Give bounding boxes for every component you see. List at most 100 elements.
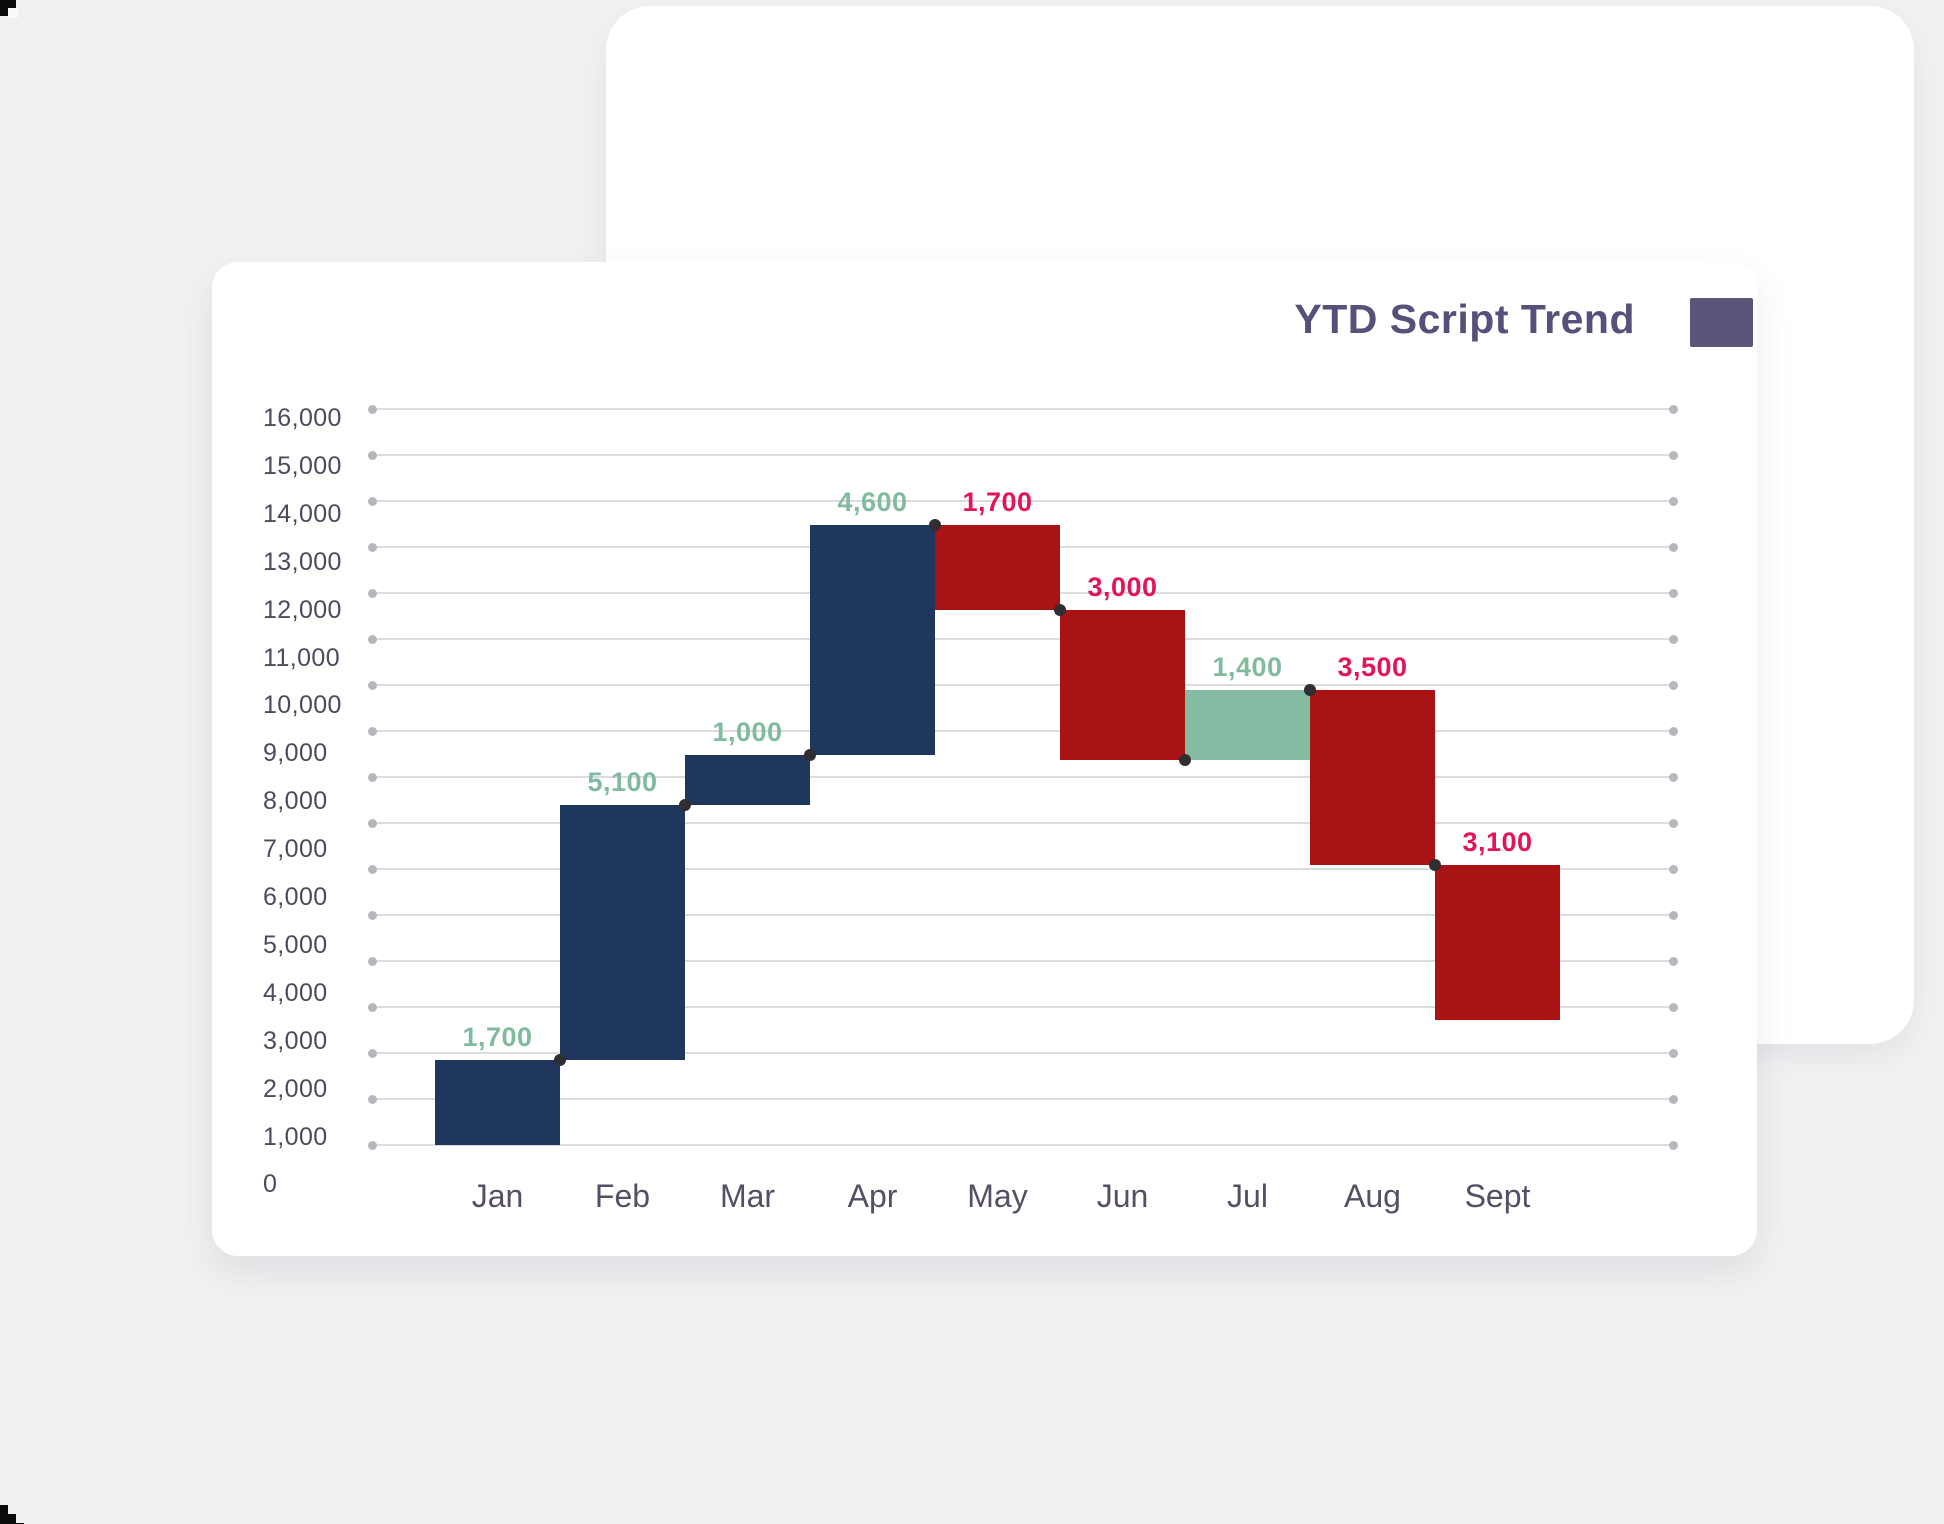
gridline bbox=[372, 454, 1673, 456]
gridline bbox=[372, 730, 1673, 732]
bar-value-label: 1,700 bbox=[962, 487, 1033, 517]
gridline-right-dot bbox=[1668, 818, 1678, 828]
x-axis-label-jun: Jun bbox=[1096, 1178, 1149, 1214]
connector-dot bbox=[929, 519, 941, 531]
y-axis-tick-label: 13,000 bbox=[263, 547, 342, 576]
gridline bbox=[372, 1052, 1673, 1054]
y-axis-tick-label: 11,000 bbox=[263, 643, 341, 672]
gridline-right-dot bbox=[1668, 588, 1678, 598]
gridline-left-dot bbox=[367, 404, 377, 414]
gridline-left-dot bbox=[367, 910, 377, 920]
bar-value-label: 3,500 bbox=[1337, 652, 1408, 682]
y-axis-tick-label: 5,000 bbox=[263, 930, 328, 959]
chart-title: YTD Script Trend bbox=[1294, 296, 1635, 342]
gridline bbox=[372, 868, 1673, 870]
connector-dot bbox=[804, 749, 816, 761]
gridline-right-dot bbox=[1668, 772, 1678, 782]
connector-dot bbox=[679, 799, 691, 811]
gridline-left-dot bbox=[367, 1094, 377, 1104]
gridline-right-dot bbox=[1668, 450, 1678, 460]
gridline bbox=[372, 960, 1673, 962]
gridline-right-dot bbox=[1668, 404, 1678, 414]
gridline-right-dot bbox=[1668, 864, 1678, 874]
gridline bbox=[372, 638, 1673, 640]
gridline-right-dot bbox=[1668, 910, 1678, 920]
y-axis-tick-label: 16,000 bbox=[263, 404, 342, 432]
connector-dot bbox=[1304, 684, 1316, 696]
waterfall-bar-aug bbox=[1310, 690, 1435, 865]
gridline bbox=[372, 914, 1673, 916]
bar-value-label: 4,600 bbox=[837, 487, 908, 517]
gridline bbox=[372, 408, 1673, 410]
gridline-right-dot bbox=[1668, 1048, 1678, 1058]
waterfall-bar-jan bbox=[435, 1060, 560, 1145]
gridline bbox=[372, 684, 1673, 686]
bar-value-label: 1,000 bbox=[712, 717, 783, 747]
gridline-right-dot bbox=[1668, 1140, 1678, 1150]
connector-dot bbox=[1179, 754, 1191, 766]
waterfall-bar-jul bbox=[1185, 690, 1310, 760]
gridline-left-dot bbox=[367, 726, 377, 736]
waterfall-bar-jun bbox=[1060, 610, 1185, 760]
gridline bbox=[372, 1098, 1673, 1100]
bar-value-label: 1,400 bbox=[1212, 652, 1283, 682]
waterfall-bar-apr bbox=[810, 525, 935, 755]
gridline-left-dot bbox=[367, 680, 377, 690]
gridline-right-dot bbox=[1668, 956, 1678, 966]
x-axis-label-mar: Mar bbox=[719, 1178, 776, 1214]
x-axis-label-jan: Jan bbox=[471, 1178, 524, 1214]
gridline-right-dot bbox=[1668, 634, 1678, 644]
gridline-right-dot bbox=[1668, 726, 1678, 736]
y-axis-tick-label: 4,000 bbox=[263, 978, 328, 1007]
connector-dot bbox=[1429, 859, 1441, 871]
gridline-right-dot bbox=[1668, 542, 1678, 552]
bar-value-label: 3,000 bbox=[1087, 572, 1158, 602]
y-axis-tick-label: 10,000 bbox=[263, 691, 342, 720]
x-axis-label-feb: Feb bbox=[594, 1178, 651, 1214]
waterfall-bar-mar bbox=[685, 755, 810, 805]
gridline-left-dot bbox=[367, 634, 377, 644]
gridline-left-dot bbox=[367, 864, 377, 874]
y-axis-tick-label: 1,000 bbox=[263, 1122, 328, 1151]
y-axis-tick-label: 6,000 bbox=[263, 883, 328, 911]
waterfall-bar-feb bbox=[560, 805, 685, 1060]
x-axis-label-aug: Aug bbox=[1344, 1178, 1401, 1214]
gridline-right-dot bbox=[1668, 496, 1678, 506]
connector-dot bbox=[554, 1054, 566, 1066]
waterfall-bar-sept bbox=[1435, 865, 1560, 1020]
y-axis-tick-label: 8,000 bbox=[263, 787, 328, 816]
connector-dot bbox=[1054, 604, 1066, 616]
gridline-left-dot bbox=[367, 772, 377, 782]
gridline-left-dot bbox=[367, 1140, 377, 1150]
y-axis-tick-label: 15,000 bbox=[263, 451, 342, 480]
bar-value-label: 5,100 bbox=[587, 767, 658, 797]
gridline-left-dot bbox=[367, 588, 377, 598]
gridline-left-dot bbox=[367, 818, 377, 828]
y-axis-tick-label: 9,000 bbox=[263, 739, 328, 768]
x-axis-label-jul: Jul bbox=[1227, 1178, 1268, 1214]
waterfall-bar-may bbox=[935, 525, 1060, 610]
gridline-right-dot bbox=[1668, 680, 1678, 690]
gridline-left-dot bbox=[367, 450, 377, 460]
y-axis-tick-label: 14,000 bbox=[263, 499, 342, 528]
gridline-left-dot bbox=[367, 956, 377, 966]
x-axis-label-sept: Sept bbox=[1464, 1178, 1531, 1214]
y-axis-tick-label: 12,000 bbox=[263, 595, 342, 624]
y-axis-tick-label: 3,000 bbox=[263, 1026, 328, 1055]
gridline-left-dot bbox=[367, 1048, 377, 1058]
y-axis-tick-label: 7,000 bbox=[263, 835, 328, 864]
gridline bbox=[372, 500, 1673, 502]
gridline-left-dot bbox=[367, 1002, 377, 1012]
gridline bbox=[372, 1144, 1673, 1146]
gridline-right-dot bbox=[1668, 1002, 1678, 1012]
x-axis-label-may: May bbox=[967, 1178, 1028, 1214]
y-axis-tick-label: 0 bbox=[263, 1170, 278, 1199]
legend-swatch bbox=[1690, 298, 1753, 347]
gridline-right-dot bbox=[1668, 1094, 1678, 1104]
gridline-left-dot bbox=[367, 542, 377, 552]
gridline bbox=[372, 776, 1673, 778]
bar-value-label: 3,100 bbox=[1462, 827, 1533, 857]
gridline-left-dot bbox=[367, 496, 377, 506]
